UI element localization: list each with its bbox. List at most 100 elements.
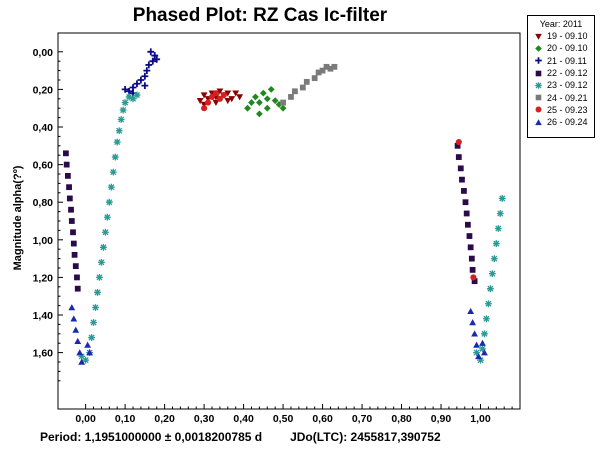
legend-item-4: 23 - 09.12 (528, 79, 594, 91)
data-point (70, 229, 76, 236)
data-point (68, 206, 74, 213)
data-point (455, 154, 462, 160)
data-point (143, 67, 151, 74)
data-point (196, 97, 204, 105)
data-point (84, 341, 92, 348)
data-point (255, 99, 263, 106)
x-tick-label-8: 0,80 (391, 413, 412, 425)
data-point (94, 289, 101, 296)
data-point (151, 52, 159, 59)
data-point (212, 90, 220, 97)
data-point (466, 233, 473, 239)
legend-marker-1 (535, 45, 542, 52)
legend-item-0: 19 - 09.10 (528, 30, 594, 42)
data-point (473, 341, 480, 348)
y-tick-label-8: 1,60 (33, 348, 54, 360)
data-point (469, 266, 476, 273)
data-point (141, 82, 149, 90)
legend: Year: 2011 19 - 09.10 20 - 09.10 21 - 09.1… (527, 15, 595, 138)
legend-label-7: 26 - 09.24 (547, 117, 588, 128)
legend-marker-shape (535, 94, 542, 101)
data-point (288, 94, 294, 100)
data-point (299, 84, 306, 91)
data-point (464, 221, 471, 228)
data-point (319, 67, 326, 74)
y-tick-label-2: 0,40 (33, 122, 54, 134)
data-point (68, 218, 75, 224)
data-point (96, 274, 103, 281)
data-point (204, 99, 212, 106)
series-5 (280, 63, 338, 106)
data-point (74, 285, 81, 292)
legend-label-0: 19 - 09.10 (547, 31, 588, 42)
data-point (121, 99, 129, 106)
data-point (477, 356, 484, 364)
data-point (232, 90, 240, 97)
data-point (105, 198, 113, 206)
data-point (263, 95, 271, 103)
legend-label-4: 23 - 09.12 (547, 80, 588, 91)
y-axis: 0,00 0,20 0,40 0,60 0,80 1,00 1,20 1,40 1,60 (33, 47, 63, 382)
legend-label-5: 24 - 09.21 (547, 92, 588, 103)
data-point (107, 183, 115, 191)
data-point (200, 92, 208, 99)
data-point (271, 97, 279, 105)
legend-item-5: 24 - 09.21 (528, 91, 594, 103)
legend-item-2: 21 - 09.11 (528, 55, 594, 67)
data-point (454, 142, 461, 149)
data-point (467, 244, 474, 251)
data-point (323, 63, 330, 70)
data-point (129, 95, 137, 103)
data-point (63, 161, 70, 168)
data-point (498, 195, 506, 202)
data-point (115, 127, 123, 135)
x-tick-label-4: 0,40 (233, 413, 254, 425)
data-point (74, 274, 80, 281)
data-point (133, 80, 141, 88)
legend-marker-shape (535, 57, 542, 65)
data-point (470, 274, 477, 281)
data-point (101, 228, 109, 236)
legend-label-1: 20 - 09.10 (547, 43, 588, 54)
data-point (201, 105, 208, 112)
data-point (473, 349, 480, 356)
y-tick-label-5: 1,00 (33, 235, 54, 247)
legend-title: Year: 2011 (539, 19, 583, 29)
data-point (331, 63, 338, 70)
x-tick-label-7: 0,70 (352, 413, 373, 425)
legend-marker-2 (535, 57, 542, 65)
data-point (109, 168, 117, 176)
data-point (98, 258, 105, 266)
x-tick-label-6: 0,60 (312, 413, 333, 425)
data-point (119, 106, 127, 114)
data-point (481, 330, 488, 338)
footer: Period: 1,1951000000 ± 0,0018200785 d JDo… (40, 430, 469, 444)
data-point (475, 352, 482, 360)
data-point (280, 99, 286, 106)
x-tick-label-5: 0,50 (273, 413, 294, 425)
series-2 (121, 48, 161, 97)
data-point (311, 75, 318, 82)
x-tick-label-3: 0,30 (194, 413, 215, 425)
data-point (145, 61, 153, 69)
data-point (92, 304, 99, 311)
data-point (111, 153, 119, 161)
legend-item-7: 26 - 09.24 (528, 116, 594, 128)
data-point (228, 96, 236, 103)
y-tick-label-1: 0,20 (33, 84, 54, 96)
data-point (463, 210, 470, 217)
x-tick-label-10: 1,00 (470, 413, 491, 425)
data-point (455, 138, 462, 146)
data-point (492, 240, 500, 247)
data-point (224, 97, 232, 105)
data-point (78, 358, 86, 365)
data-point (82, 356, 90, 364)
data-point (459, 176, 465, 183)
data-points (63, 48, 506, 365)
data-point (315, 69, 322, 76)
data-point (255, 110, 263, 118)
data-point (121, 86, 129, 93)
data-point (483, 315, 490, 323)
y-tick-label-3: 0,60 (33, 160, 54, 172)
x-tick-label-9: 0,90 (431, 413, 452, 425)
